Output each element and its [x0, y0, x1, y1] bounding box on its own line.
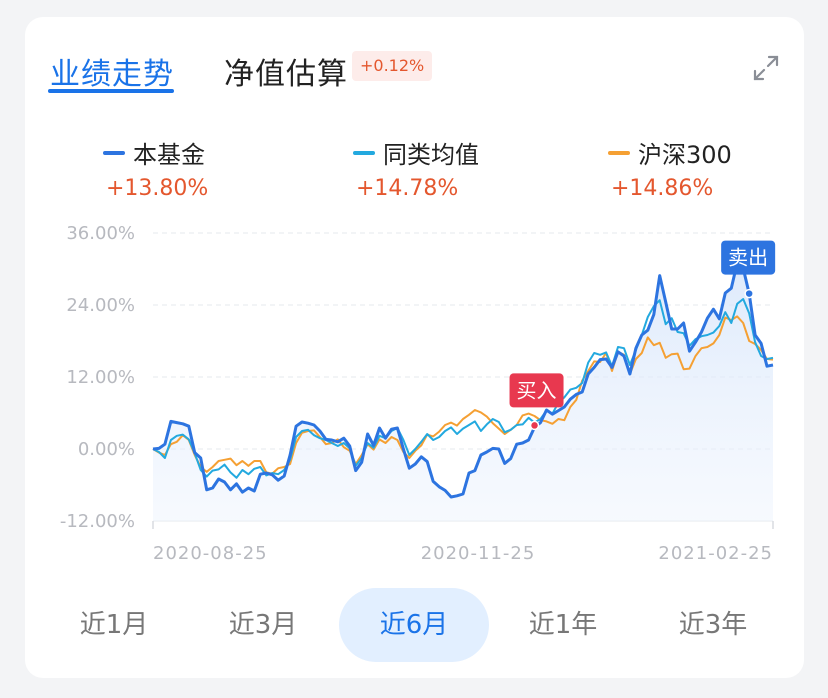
performance-chart: 买入 卖出 36.00% 24.00% 12.00% 0.00% -12.00% 2020… — [60, 223, 776, 564]
fund-line — [152, 261, 774, 499]
sell-flag: 卖出 — [721, 240, 776, 275]
sell-flag-label: 卖出 — [728, 246, 768, 270]
legend-item-category-average: 同类均值 +14.78% — [353, 135, 479, 201]
csi300-line — [152, 315, 774, 475]
legend-swatch-category — [353, 150, 375, 155]
tab-nav-estimate[interactable]: 净值估算 — [224, 57, 348, 92]
y-tick-label: 24.00% — [66, 295, 135, 316]
buy-flag-label: 买入 — [517, 378, 557, 402]
buy-flag: 买入 — [509, 373, 564, 408]
legend-name: 同类均值 — [383, 141, 479, 169]
tab-performance[interactable]: 业绩走势 — [50, 57, 174, 92]
buy-point — [529, 420, 540, 431]
y-tick-label: 36.00% — [66, 223, 135, 244]
fund-area-fill — [153, 263, 773, 521]
y-tick-label: -12.00% — [60, 511, 135, 532]
x-tick-label: 2021-02-25 — [658, 543, 773, 564]
period-selector: 近1月 近3月 近6月 近1年 近3年 — [25, 588, 804, 662]
legend-item-csi300: 沪深300 +14.86% — [608, 135, 732, 201]
y-tick-label: 0.00% — [78, 439, 135, 460]
legend-value: +14.86% — [611, 176, 714, 201]
legend-swatch-fund — [103, 150, 125, 155]
x-tick-label: 2020-11-25 — [421, 543, 536, 564]
period-1-year[interactable]: 近1年 — [528, 610, 598, 640]
buy-flag-bg — [509, 373, 564, 408]
legend-value: +13.80% — [106, 176, 209, 201]
legend-swatch-csi300 — [608, 150, 630, 155]
estimate-change-badge: +0.12% — [352, 51, 433, 81]
legend-value: +14.78% — [356, 176, 459, 201]
period-3-years[interactable]: 近3年 — [678, 610, 748, 640]
y-tick-label: 12.00% — [66, 367, 135, 388]
period-6-months[interactable]: 近6月 — [339, 588, 489, 662]
expand-icon[interactable] — [751, 53, 781, 83]
period-3-months[interactable]: 近3月 — [228, 610, 298, 640]
legend-name: 本基金 — [133, 141, 205, 169]
sell-flag-bg — [721, 240, 776, 275]
period-1-month[interactable]: 近1月 — [79, 610, 149, 640]
sell-point — [744, 288, 754, 299]
legend-item-fund: 本基金 +13.80% — [103, 135, 208, 201]
x-tick-label: 2020-08-25 — [153, 543, 268, 564]
legend-name: 沪深300 — [638, 141, 732, 169]
performance-card: 业绩走势 净值估算 +0.12% 本基金 +13.80% 同类均值 +14.78… — [25, 17, 804, 678]
active-tab-indicator — [48, 89, 174, 93]
